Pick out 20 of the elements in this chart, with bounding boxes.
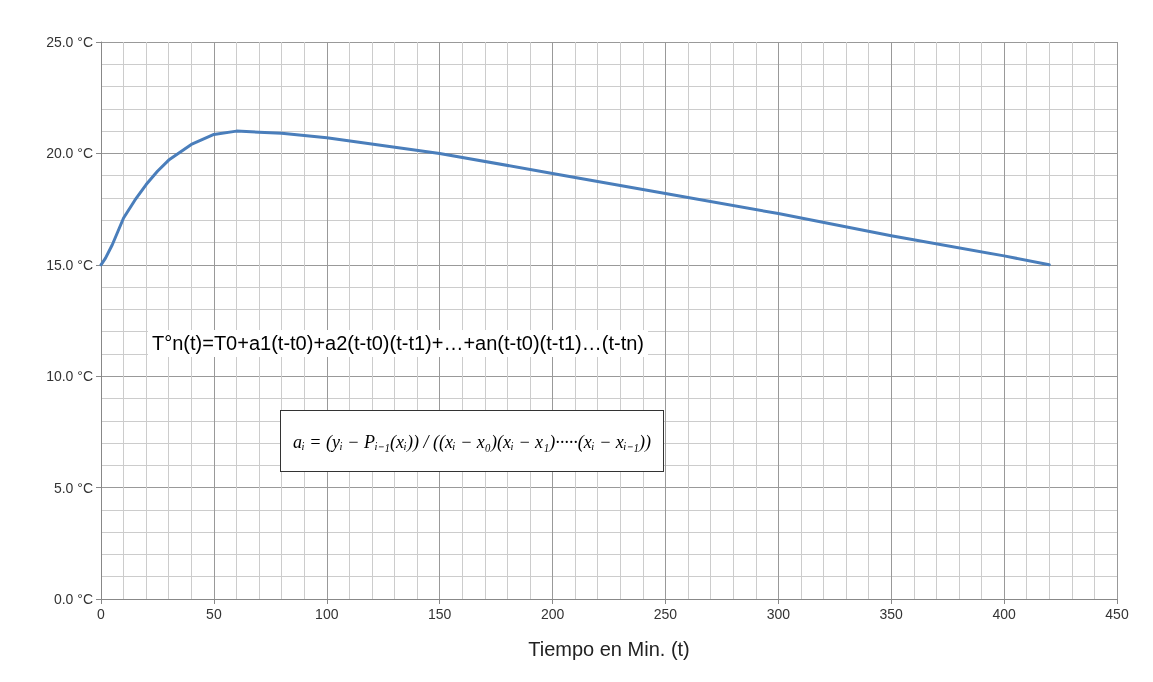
annotation: aᵢ = (yᵢ − Pᵢ₋₁(xᵢ)) / ((xᵢ − x₀)(xᵢ − x₁)·····(xᵢ − xᵢ₋₁)) [280, 410, 664, 472]
y-tick-label: 25.0 °C [46, 34, 93, 50]
x-tick-label: 450 [1105, 606, 1129, 622]
y-tick-label: 10.0 °C [46, 368, 93, 385]
x-tick-label: 250 [653, 606, 678, 622]
x-axis-title: Tiempo en Min. (t) [528, 638, 690, 660]
x-tick-label: 400 [992, 606, 1016, 622]
x-tick-label: 0 [97, 606, 106, 622]
annotation: T°n(t)=T0+a1(t-t0)+a2(t-t0)(t-t1)+…+an(t-t0)(t-t1)…(t-tn) [148, 330, 648, 357]
y-tick-label: 15.0 °C [46, 256, 93, 273]
x-tick-label: 150 [427, 606, 452, 622]
x-tick-label: 300 [766, 606, 791, 622]
x-tick-label: 100 [315, 606, 339, 622]
x-tick-label: 350 [879, 606, 904, 622]
y-tick-label: 20.0 °C [46, 145, 93, 162]
y-tick-label: 5.0 °C [53, 479, 93, 496]
x-tick-label: 50 [206, 606, 222, 622]
y-tick-label: 0.0 °C [53, 591, 93, 607]
x-tick-label: 200 [540, 606, 565, 622]
line-series [99, 129, 1051, 267]
